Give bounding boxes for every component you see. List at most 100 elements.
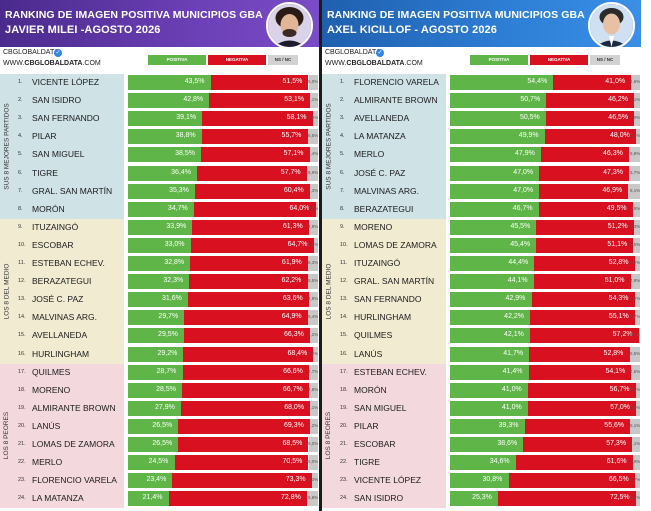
- positive-value-label: 45,4%: [510, 240, 531, 248]
- category-label: MORENO: [354, 221, 393, 232]
- bar-negative: [545, 111, 635, 127]
- category-label: QUILMES: [354, 330, 393, 341]
- bar-positive: [128, 165, 198, 181]
- ns-value-label: 4,8%: [308, 296, 319, 302]
- category-label: ALMIRANTE BROWN: [354, 95, 438, 106]
- legend-positive: POSITIVA: [148, 55, 206, 65]
- chart-row: 19. SAN MIGUEL 41,0% 57,0% 2,0%: [322, 400, 641, 417]
- negative-value-label: 57,7%: [280, 168, 301, 176]
- ns-value-label: 3,0%: [630, 115, 641, 121]
- negative-value-label: 55,6%: [604, 421, 625, 429]
- bar-ns: [307, 256, 318, 271]
- category-label: ITUZAINGÓ: [32, 221, 79, 232]
- bar-ns: [308, 437, 318, 452]
- ns-value-label: 4,1%: [630, 441, 641, 446]
- bar-negative: [536, 237, 634, 253]
- rank-number: 15.: [340, 332, 348, 339]
- chart-row: 8. BERAZATEGUI 46,7% 49,5% 3,8%: [322, 201, 641, 218]
- bar-positive: [128, 237, 191, 253]
- ns-value-label: 4,2%: [308, 332, 319, 338]
- bar-positive: [128, 256, 191, 271]
- category-label: JOSÉ C. PAZ: [354, 167, 406, 178]
- brand-handle: CBGLOBALDATA: [3, 49, 59, 56]
- chart-row: 17. ESTEBAN ECHEV. 41,4% 54,1% 4,5%: [322, 364, 641, 381]
- bar-positive: [450, 437, 524, 452]
- bar-negative: [201, 129, 308, 145]
- bar-ns: [634, 292, 640, 308]
- category-label: ITUZAINGÓ: [354, 258, 401, 268]
- bar-positive: [128, 292, 189, 308]
- negative-value-label: 68,5%: [282, 440, 303, 447]
- negative-value-label: 57,3%: [606, 440, 627, 447]
- bar-negative: [538, 201, 633, 217]
- positive-value-label: 42,1%: [503, 331, 524, 339]
- bar-ns: [633, 219, 640, 235]
- ns-value-label: 5,5%: [308, 133, 319, 139]
- ns-value-label: 4,6%: [630, 79, 641, 84]
- category-label: LA MATANZA: [354, 131, 406, 142]
- positive-value-label: 26,5%: [152, 421, 173, 429]
- bar-negative: [541, 147, 629, 163]
- positive-value-label: 23,4%: [146, 476, 167, 484]
- rank-number: 15.: [18, 332, 26, 339]
- bar-ns: [634, 93, 640, 109]
- chart-row: 14. MALVINAS ARG. 29,7% 64,9% 5,4%: [0, 309, 319, 326]
- bar-ns: [308, 219, 318, 235]
- chart-row: 11. ESTEBAN ECHEV. 32,8% 61,9% 5,3%: [0, 255, 319, 272]
- ns-value-label: 4,3%: [308, 187, 319, 193]
- negative-value-label: 55,1%: [608, 313, 629, 321]
- positive-value-label: 41,0%: [501, 385, 522, 393]
- bar-ns: [306, 491, 318, 507]
- ns-value-label: 5,8%: [630, 151, 641, 157]
- band-bottom: [322, 363, 446, 509]
- bar-ns: [634, 256, 640, 271]
- positive-value-label: 39,3%: [498, 421, 519, 429]
- rank-number: 23.: [18, 477, 26, 484]
- rank-number: 16.: [340, 350, 348, 357]
- bar-positive: [450, 364, 529, 380]
- negative-value-label: 51,1%: [607, 240, 628, 248]
- negative-value-label: 51,2%: [607, 222, 628, 230]
- bar-negative: [498, 491, 636, 507]
- negative-value-label: 49,5%: [606, 204, 627, 212]
- ns-value-label: 3,5%: [630, 241, 641, 247]
- rank-number: 4.: [340, 133, 345, 140]
- positive-value-label: 47,9%: [515, 150, 535, 158]
- band-top: [0, 74, 124, 219]
- negative-value-label: 64,7%: [287, 240, 308, 248]
- rank-number: 23.: [340, 477, 348, 484]
- bar-positive: [450, 382, 528, 398]
- positive-value-label: 46,7%: [512, 204, 533, 212]
- negative-value-label: 63,6%: [282, 295, 303, 303]
- rank-number: 10.: [340, 241, 348, 248]
- negative-value-label: 66,5%: [608, 476, 629, 484]
- positive-value-label: 38,5%: [175, 150, 195, 158]
- bar-negative: [508, 473, 635, 489]
- bar-positive: [450, 400, 528, 416]
- bar-ns: [313, 346, 318, 362]
- positive-value-label: 50,5%: [519, 114, 540, 122]
- category-label: ESCOBAR: [32, 239, 74, 250]
- positive-value-label: 49,9%: [518, 132, 539, 140]
- bar-positive: [128, 111, 203, 127]
- bar-negative: [182, 364, 310, 380]
- ns-value-label: 4,1%: [308, 97, 319, 103]
- chart-row: 13. SAN FERNANDO 42,9% 54,3% 2,8%: [322, 291, 641, 308]
- chart-row: 1. VICENTE LÓPEZ 43,5% 51,5% 5,0%: [0, 74, 319, 91]
- bar-ns: [307, 274, 318, 290]
- chart-subtitle: AXEL KICILLOF - AGOSTO 2026: [327, 24, 497, 36]
- bar-negative: [202, 111, 313, 127]
- bar-positive: [128, 147, 202, 163]
- bar-ns: [311, 473, 318, 489]
- bar-ns: [635, 491, 640, 507]
- brand-website: WWW.CBGLOBALDATA.COM: [325, 60, 423, 67]
- negative-value-label: 70,5%: [282, 458, 303, 466]
- category-label: TIGRE: [32, 167, 58, 178]
- negative-value-label: 53,1%: [284, 96, 305, 104]
- chart-row: 4. LA MATANZA 49,9% 48,0% 2,1%: [322, 128, 641, 145]
- chart-row: 18. MORENO 28,5% 66,7% 4,8%: [0, 382, 319, 399]
- bar-ns: [307, 310, 318, 326]
- chart-row: 15. QUILMES 42,1% 57,2% 0,7%: [322, 327, 641, 344]
- negative-value-label: 47,3%: [603, 168, 624, 176]
- negative-value-label: 46,3%: [602, 150, 623, 158]
